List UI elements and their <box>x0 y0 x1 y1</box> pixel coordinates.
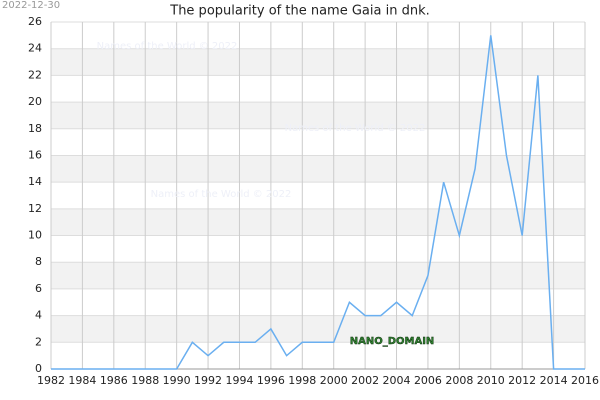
x-tick-label: 2008 <box>445 374 473 387</box>
date-stamp: 2022-12-30 <box>2 0 60 11</box>
x-tick-label: 1996 <box>257 374 285 387</box>
y-tick-label: 14 <box>28 175 42 188</box>
x-tick-label: 1994 <box>225 374 253 387</box>
y-tick-label: 12 <box>28 202 42 215</box>
y-tick-label: 4 <box>35 309 42 322</box>
y-tick-label: 0 <box>35 362 42 375</box>
x-tick-label: 2014 <box>540 374 568 387</box>
grid-band <box>51 102 585 129</box>
watermark: Names of the World © 2022 <box>151 189 292 200</box>
y-tick-label: 8 <box>35 255 42 268</box>
y-tick-label: 6 <box>35 282 42 295</box>
x-tick-label: 2002 <box>351 374 379 387</box>
x-tick-label: 2004 <box>383 374 411 387</box>
x-tick-label: 2000 <box>320 374 348 387</box>
y-tick-label: 20 <box>28 95 42 108</box>
grid-band <box>51 262 585 289</box>
x-tick-label: 1990 <box>163 374 191 387</box>
chart-title: The popularity of the name Gaia in dnk. <box>169 4 429 19</box>
watermark: Names of the World © 2022 <box>285 123 426 134</box>
y-tick-label: 26 <box>28 15 42 28</box>
line <box>51 35 585 370</box>
y-tick-label: 18 <box>28 122 42 135</box>
x-tick-label: 1984 <box>68 374 96 387</box>
x-tick-label: 1988 <box>131 374 159 387</box>
x-tick-label: 1998 <box>288 374 316 387</box>
grid-band <box>51 208 585 236</box>
x-tick-label: 2006 <box>414 374 442 387</box>
y-tick-label: 16 <box>28 148 42 161</box>
y-tick-label: 24 <box>28 42 42 55</box>
grid-band <box>51 155 585 183</box>
grid-band <box>51 315 585 343</box>
x-tick-label: 1992 <box>194 374 222 387</box>
x-tick-label: 1986 <box>100 374 128 387</box>
y-tick-label: 22 <box>28 68 42 81</box>
watermark: Names of the World © 2022 <box>97 41 238 52</box>
x-tick-label: 1982 <box>37 374 65 387</box>
grid-band <box>51 48 585 76</box>
y-tick-label: 10 <box>28 229 42 242</box>
x-tick-label: 2012 <box>508 374 536 387</box>
domain-watermark: NANO_DOMAIN <box>350 336 435 347</box>
x-tick-label: 2016 <box>571 374 599 387</box>
y-tick-label: 2 <box>35 335 42 348</box>
x-tick-label: 2010 <box>477 374 505 387</box>
